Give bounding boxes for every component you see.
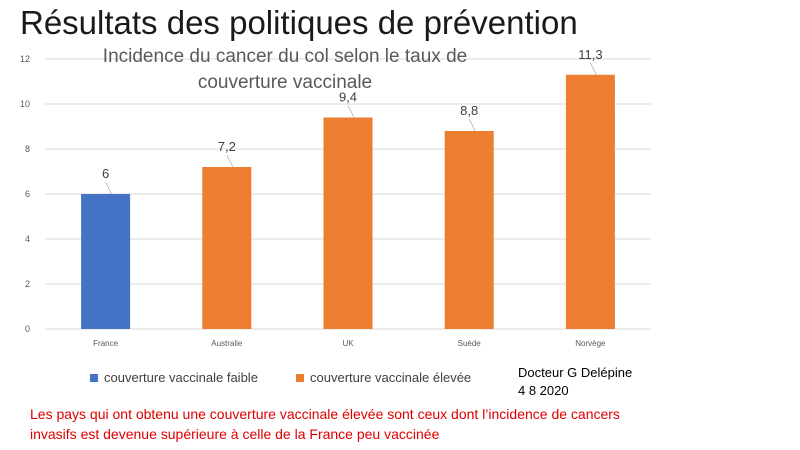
legend-swatch-low xyxy=(90,373,98,382)
conclusion-note: Les pays qui ont obtenu une couverture v… xyxy=(30,406,620,442)
data-label-0: 6 xyxy=(102,166,109,181)
legend-swatch-high xyxy=(296,373,304,382)
bar-4 xyxy=(565,74,615,329)
y-tick-label-2: 2 xyxy=(25,279,30,289)
data-label-leader-0 xyxy=(105,181,112,195)
bar-0 xyxy=(81,194,131,329)
y-tick-label-4: 4 xyxy=(25,234,30,244)
x-tick-label-0: France xyxy=(93,339,118,348)
chart-title: Incidence du cancer du col selon le taux… xyxy=(102,46,468,93)
y-tick-label-8: 8 xyxy=(25,144,30,154)
author-name: Docteur G Delépine xyxy=(518,365,633,380)
x-tick-label-4: Norvège xyxy=(575,339,606,348)
x-tick-label-1: Australie xyxy=(211,339,243,348)
legend-label-high: couverture vaccinale élevée xyxy=(310,370,472,385)
y-tick-label-0: 0 xyxy=(25,324,30,334)
x-tick-label-2: UK xyxy=(342,339,354,348)
author-date: 4 8 2020 xyxy=(518,383,569,398)
y-tick-label-10: 10 xyxy=(20,99,30,109)
data-label-3: 8,8 xyxy=(460,103,478,118)
data-label-leader-4 xyxy=(590,62,597,75)
data-label-leader-2 xyxy=(347,105,355,118)
data-label-leader-1 xyxy=(226,154,234,168)
bar-3 xyxy=(444,131,494,329)
data-label-4: 11,3 xyxy=(578,47,602,62)
y-tick-label-6: 6 xyxy=(25,189,30,199)
data-label-leader-3 xyxy=(468,118,476,132)
bar-2 xyxy=(323,117,373,329)
x-tick-label-3: Suède xyxy=(458,339,482,348)
legend-label-low: couverture vaccinale faible xyxy=(104,370,258,385)
data-label-1: 7,2 xyxy=(218,139,236,154)
author-block: Docteur G Delépine 4 8 2020 xyxy=(518,364,632,400)
y-tick-label-12: 12 xyxy=(20,54,30,64)
data-label-2: 9,4 xyxy=(339,90,357,105)
legend-item-high: couverture vaccinale élevée xyxy=(296,370,471,385)
slide-title: Résultats des politiques de prévention xyxy=(20,4,578,41)
legend-item-low: couverture vaccinale faible xyxy=(90,370,258,385)
bar-1 xyxy=(202,167,252,329)
